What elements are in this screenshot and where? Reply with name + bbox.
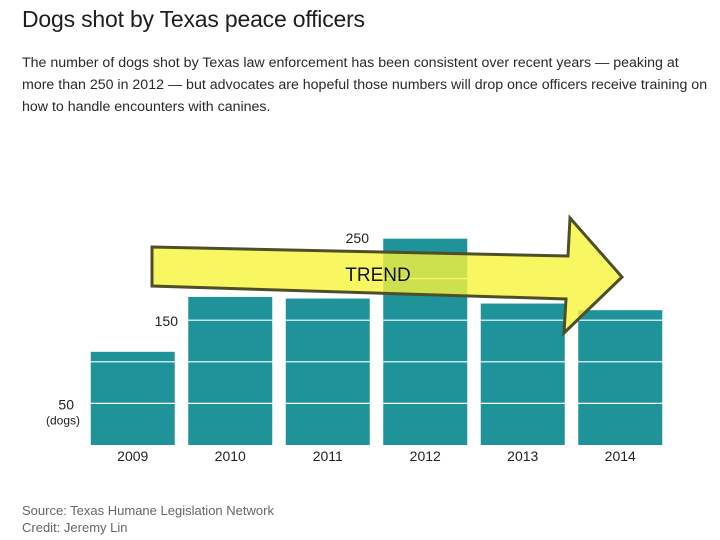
x-tick-label: 2009 [117,448,148,464]
x-tick-label: 2011 [313,448,343,464]
chart-footer: Source: Texas Humane Legislation Network… [22,502,274,536]
y-tick-label: 250 [346,230,370,246]
y-unit-label: (dogs) [46,413,80,427]
bar-2014 [578,310,663,445]
credit-note: Credit: Jeremy Lin [22,520,128,535]
bar-2011 [285,298,370,445]
axis-labels: 2009 2010 2011 2012 2013 2014 50 150 250 (dogs) [46,230,636,464]
trend-arrow-annotation: TREND [150,214,625,337]
bar-2013 [480,303,565,445]
x-tick-label: 2013 [507,448,538,464]
x-tick-label: 2010 [215,448,246,464]
y-tick-label: 150 [155,313,179,329]
bar-2010 [188,296,273,445]
trend-arrow [150,214,625,337]
chart-title: Dogs shot by Texas peace officers [22,6,365,32]
y-tick-label: 50 [58,396,74,412]
bar-2009 [90,351,175,445]
x-tick-label: 2012 [410,448,441,464]
bars-layer [90,238,663,445]
source-note: Source: Texas Humane Legislation Network [22,503,274,518]
trend-label: TREND [345,265,410,286]
x-tick-label: 2014 [605,448,636,464]
chart-description: The number of dogs shot by Texas law enf… [22,55,708,115]
